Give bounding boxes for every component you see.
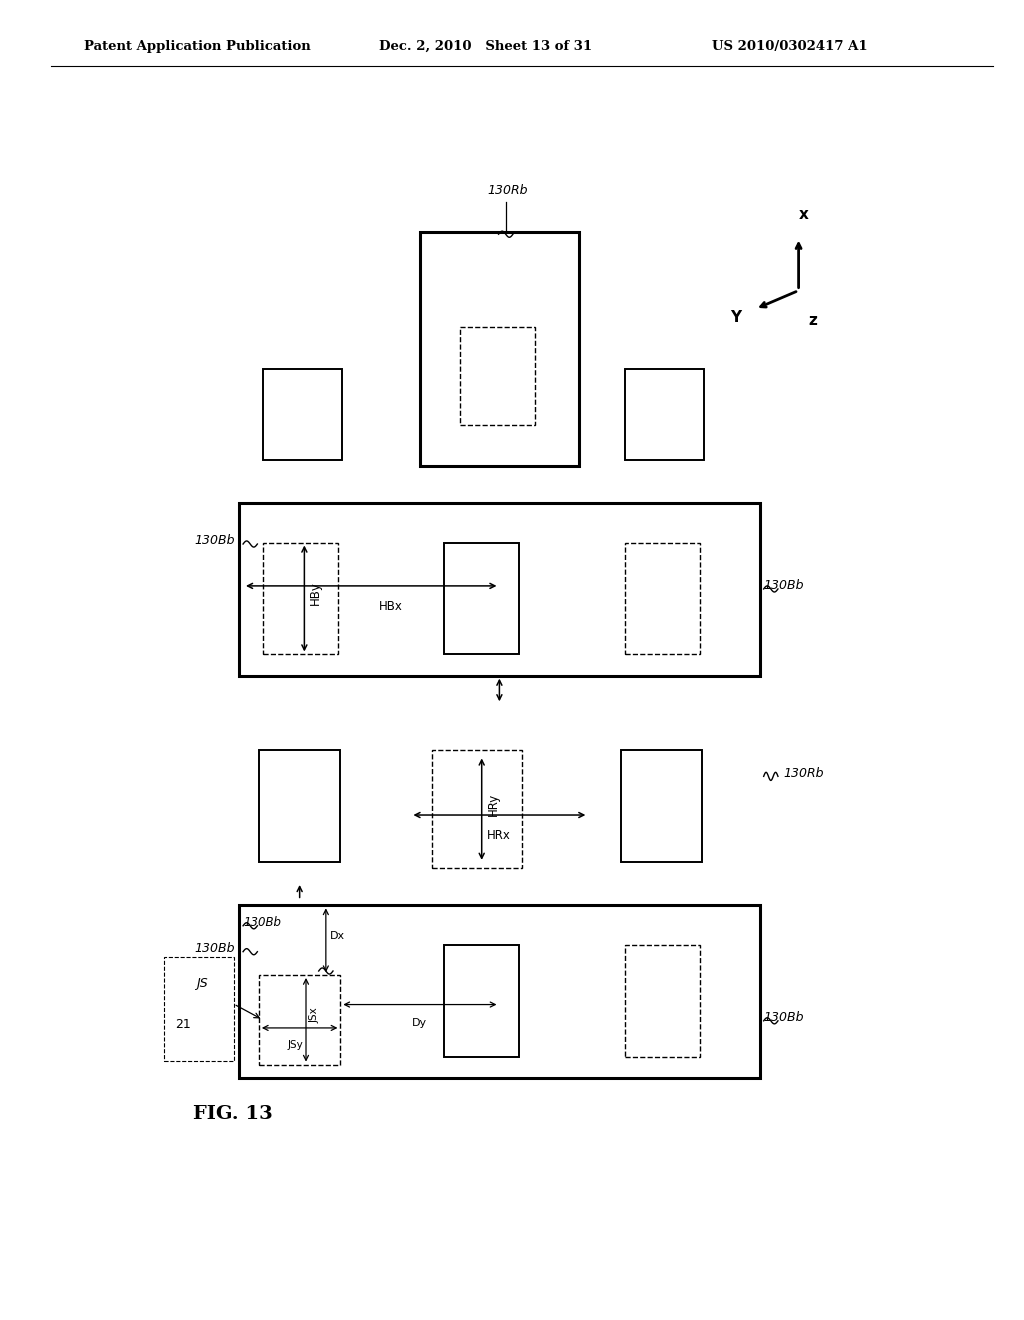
Bar: [420, 232, 579, 466]
Text: Patent Application Publication: Patent Application Publication: [84, 40, 310, 53]
Bar: [625, 945, 700, 1057]
Text: HBx: HBx: [379, 601, 403, 612]
Bar: [432, 751, 522, 867]
Text: US 2010/0302417 A1: US 2010/0302417 A1: [712, 40, 867, 53]
Text: 130Rb: 130Rb: [487, 183, 528, 197]
Text: Dec. 2, 2010   Sheet 13 of 31: Dec. 2, 2010 Sheet 13 of 31: [379, 40, 592, 53]
Bar: [164, 957, 233, 1061]
Text: HBy: HBy: [309, 582, 323, 606]
Text: 130Bb: 130Bb: [764, 579, 804, 593]
Text: 130Bb: 130Bb: [195, 535, 236, 548]
Bar: [240, 906, 760, 1078]
Text: JSx: JSx: [310, 1007, 319, 1023]
Bar: [625, 543, 700, 655]
Text: Dy: Dy: [413, 1018, 427, 1028]
Text: HRy: HRy: [487, 792, 501, 816]
Bar: [460, 327, 536, 425]
Text: 130Bb: 130Bb: [764, 1011, 804, 1024]
Bar: [621, 750, 702, 862]
Bar: [259, 750, 340, 862]
Bar: [625, 368, 703, 461]
Text: 130Bb: 130Bb: [243, 916, 281, 929]
Bar: [443, 945, 519, 1057]
Text: x: x: [799, 207, 809, 223]
Text: z: z: [808, 313, 817, 327]
Bar: [240, 503, 760, 676]
Text: 130Rb: 130Rb: [783, 767, 824, 780]
Text: JS: JS: [197, 977, 208, 990]
Text: Dx: Dx: [330, 931, 345, 941]
Text: FIG. 13: FIG. 13: [194, 1105, 272, 1123]
Text: JSy: JSy: [288, 1040, 303, 1051]
Text: 21: 21: [175, 1018, 191, 1031]
Text: 130Bb: 130Bb: [195, 942, 236, 956]
Bar: [443, 543, 519, 655]
Bar: [263, 543, 338, 655]
Text: HRx: HRx: [487, 829, 511, 842]
Text: Y: Y: [730, 310, 741, 325]
Bar: [263, 368, 342, 461]
Bar: [259, 975, 340, 1064]
